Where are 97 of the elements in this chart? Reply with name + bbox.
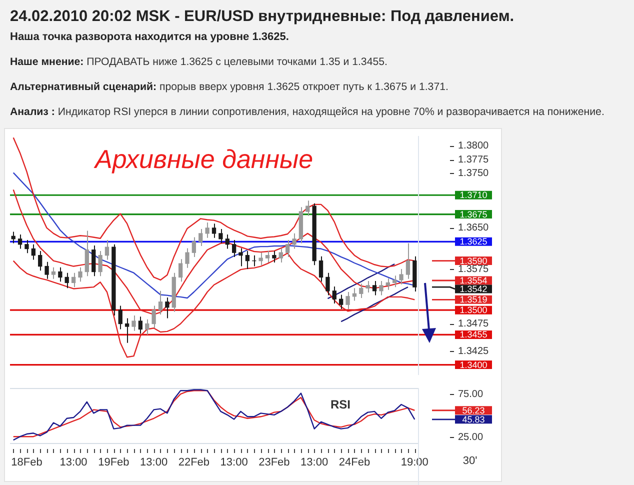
chart-title: 24.02.2010 20:02 MSK - EUR/USD внутридневные: Под давлением.: [10, 8, 516, 26]
text: 56.23: [462, 405, 485, 416]
annotation: Архивные данные: [93, 144, 314, 174]
text: Наше мнение: ПРОДАВАТЬ ниже 1.3625 с целевыми точками 1.35 и 1.3455.: [10, 56, 388, 68]
candlestick: [92, 244, 96, 277]
x-tick-label: 24Feb: [338, 456, 370, 469]
candlestick: [185, 248, 190, 268]
candlestick: [346, 292, 350, 310]
candlestick: [392, 275, 397, 288]
candlestick: [212, 223, 216, 238]
candlestick: [158, 290, 163, 315]
text: 1.3590: [460, 256, 488, 266]
candlestick: [285, 240, 290, 258]
candlestick: [98, 250, 102, 277]
candlestick: [38, 250, 42, 272]
x-tick-label: 13:00: [140, 456, 168, 469]
candlestick: [312, 202, 316, 266]
ref-line-label: 1.3710: [460, 190, 488, 200]
candlestick: [165, 296, 170, 319]
candlestick: [118, 305, 122, 330]
text: 1.3554: [460, 275, 488, 286]
y-tick-label: 1.3775: [458, 154, 490, 166]
candlestick: [339, 294, 344, 310]
candlestick: [366, 280, 370, 294]
x-tick-label: 13:00: [300, 456, 328, 469]
candlestick: [306, 200, 310, 216]
candlestick: [245, 250, 250, 270]
candlestick: [238, 248, 243, 267]
candlestick: [265, 250, 270, 263]
candlestick: [18, 234, 22, 250]
candlestick: [112, 244, 116, 316]
candlestick: [172, 272, 176, 312]
candlestick: [138, 316, 143, 334]
candlestick: [205, 222, 210, 238]
candlestick: [359, 283, 364, 299]
candlestick: [51, 266, 56, 280]
ref-line-label: 1.3625: [460, 236, 488, 247]
candlestick: [192, 236, 196, 258]
y-tick-label: 1.3750: [458, 168, 490, 179]
candlestick: [406, 242, 410, 280]
candlestick: [225, 234, 230, 250]
candlestick: [292, 232, 296, 250]
text: Альтернативный сценарий: прорыв вверх уровня 1.3625 откроет путь к 1.3675 и 1.371.: [10, 81, 448, 93]
ref-line-label: 1.3500: [460, 305, 488, 316]
candlestick: [24, 240, 29, 254]
x-tick-label: 13:00: [220, 456, 248, 469]
candlestick: [31, 244, 36, 260]
candlestick: [84, 230, 89, 277]
ref-line-label: 1.3675: [460, 209, 488, 220]
candlestick: [178, 258, 183, 282]
candlestick: [152, 305, 156, 329]
candlestick: [258, 252, 263, 266]
candlestick: [326, 272, 330, 296]
y-tick-label: 1.3650: [458, 222, 490, 234]
y-tick-label: 75.00: [458, 388, 484, 400]
y-tick-label: 25.00: [458, 432, 484, 444]
candlestick: [104, 240, 110, 260]
candlestick: [386, 278, 390, 290]
candlestick: [124, 318, 130, 344]
candlestick: [298, 206, 304, 244]
annotation: RSI: [330, 397, 350, 412]
candlestick: [232, 240, 236, 258]
candlestick: [71, 272, 76, 288]
candlestick: [399, 268, 404, 285]
candlestick: [145, 318, 150, 336]
y-tick-label: 1.3475: [458, 318, 490, 330]
candlestick: [58, 266, 62, 282]
candlestick: [379, 280, 384, 296]
candlestick: [412, 256, 417, 292]
x-tick-label: 13:00: [60, 456, 88, 469]
candlestick: [318, 256, 324, 282]
text: 1.3519: [460, 294, 488, 305]
text: Анализ : Индикатор RSI уперся в линии сопротивления, находящейся на уровне 70% и разворачивается на понижение.: [10, 106, 604, 118]
x-tick-label: 19:00: [400, 456, 428, 469]
candlestick: [218, 228, 223, 244]
candlestick: [132, 315, 136, 332]
candlestick: [272, 250, 276, 263]
candlestick: [64, 272, 69, 289]
y-tick-label: 1.3575: [458, 264, 490, 275]
candlestick: [198, 228, 203, 247]
ref-line-label: 1.3455: [460, 330, 488, 340]
x-tick-label: 19Feb: [98, 456, 130, 469]
x-tick-label: 22Feb: [178, 456, 210, 469]
chart-subtitle: Наша точка разворота находится на уровне 1.3625.: [10, 31, 290, 43]
ref-line-label: 1.3400: [460, 360, 488, 370]
text: 1.3542: [460, 284, 488, 294]
candlestick: [332, 286, 336, 304]
candlestick: [372, 280, 377, 296]
text: 30': [462, 455, 478, 468]
x-tick-label: 23Feb: [258, 456, 290, 469]
y-tick-label: 1.3800: [458, 140, 490, 152]
candlestick: [278, 248, 283, 263]
candlestick: [44, 261, 49, 280]
y-tick-label: 1.3425: [458, 346, 490, 357]
x-tick-label: 18Feb: [11, 456, 42, 469]
candlestick: [78, 266, 82, 282]
text: 45.83: [462, 414, 485, 424]
